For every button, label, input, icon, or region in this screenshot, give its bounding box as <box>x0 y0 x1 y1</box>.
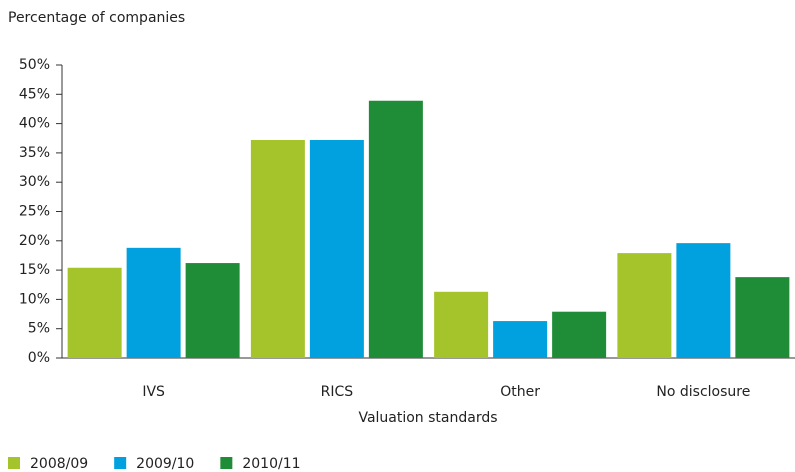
bar <box>67 267 122 358</box>
y-tick-label: 25% <box>19 204 50 220</box>
bar <box>493 321 548 358</box>
y-tick-label: 0% <box>28 350 50 366</box>
bar <box>676 243 731 358</box>
y-tick-label: 5% <box>28 321 50 337</box>
legend-label: 2008/09 <box>30 456 88 472</box>
legend-label: 2009/10 <box>136 456 194 472</box>
bar <box>552 311 607 358</box>
bar <box>250 140 305 358</box>
bar <box>368 100 423 358</box>
bar <box>735 277 790 358</box>
y-tick-label: 50% <box>19 57 50 73</box>
x-tick-label: No disclosure <box>656 384 750 400</box>
y-tick-label: 45% <box>19 86 50 102</box>
y-tick-label: 30% <box>19 174 50 190</box>
y-tick-label: 40% <box>19 116 50 132</box>
y-tick-label: 20% <box>19 233 50 249</box>
x-tick-label: Other <box>500 384 540 400</box>
y-tick-label: 15% <box>19 262 50 278</box>
legend-swatch <box>114 457 127 469</box>
y-axis-label: Percentage of companies <box>8 10 185 26</box>
y-tick-label: 35% <box>19 145 50 161</box>
x-tick-label: IVS <box>142 384 165 400</box>
bar <box>617 253 672 358</box>
bar <box>434 291 489 358</box>
bar <box>126 247 181 358</box>
legend-swatch <box>8 457 20 469</box>
x-tick-label: RICS <box>321 384 354 400</box>
y-tick-label: 10% <box>19 291 50 307</box>
legend-label: 2010/11 <box>242 456 300 472</box>
legend-swatch <box>220 457 233 469</box>
bar <box>309 140 364 358</box>
bar <box>185 263 240 358</box>
x-axis-label: Valuation standards <box>358 410 497 426</box>
